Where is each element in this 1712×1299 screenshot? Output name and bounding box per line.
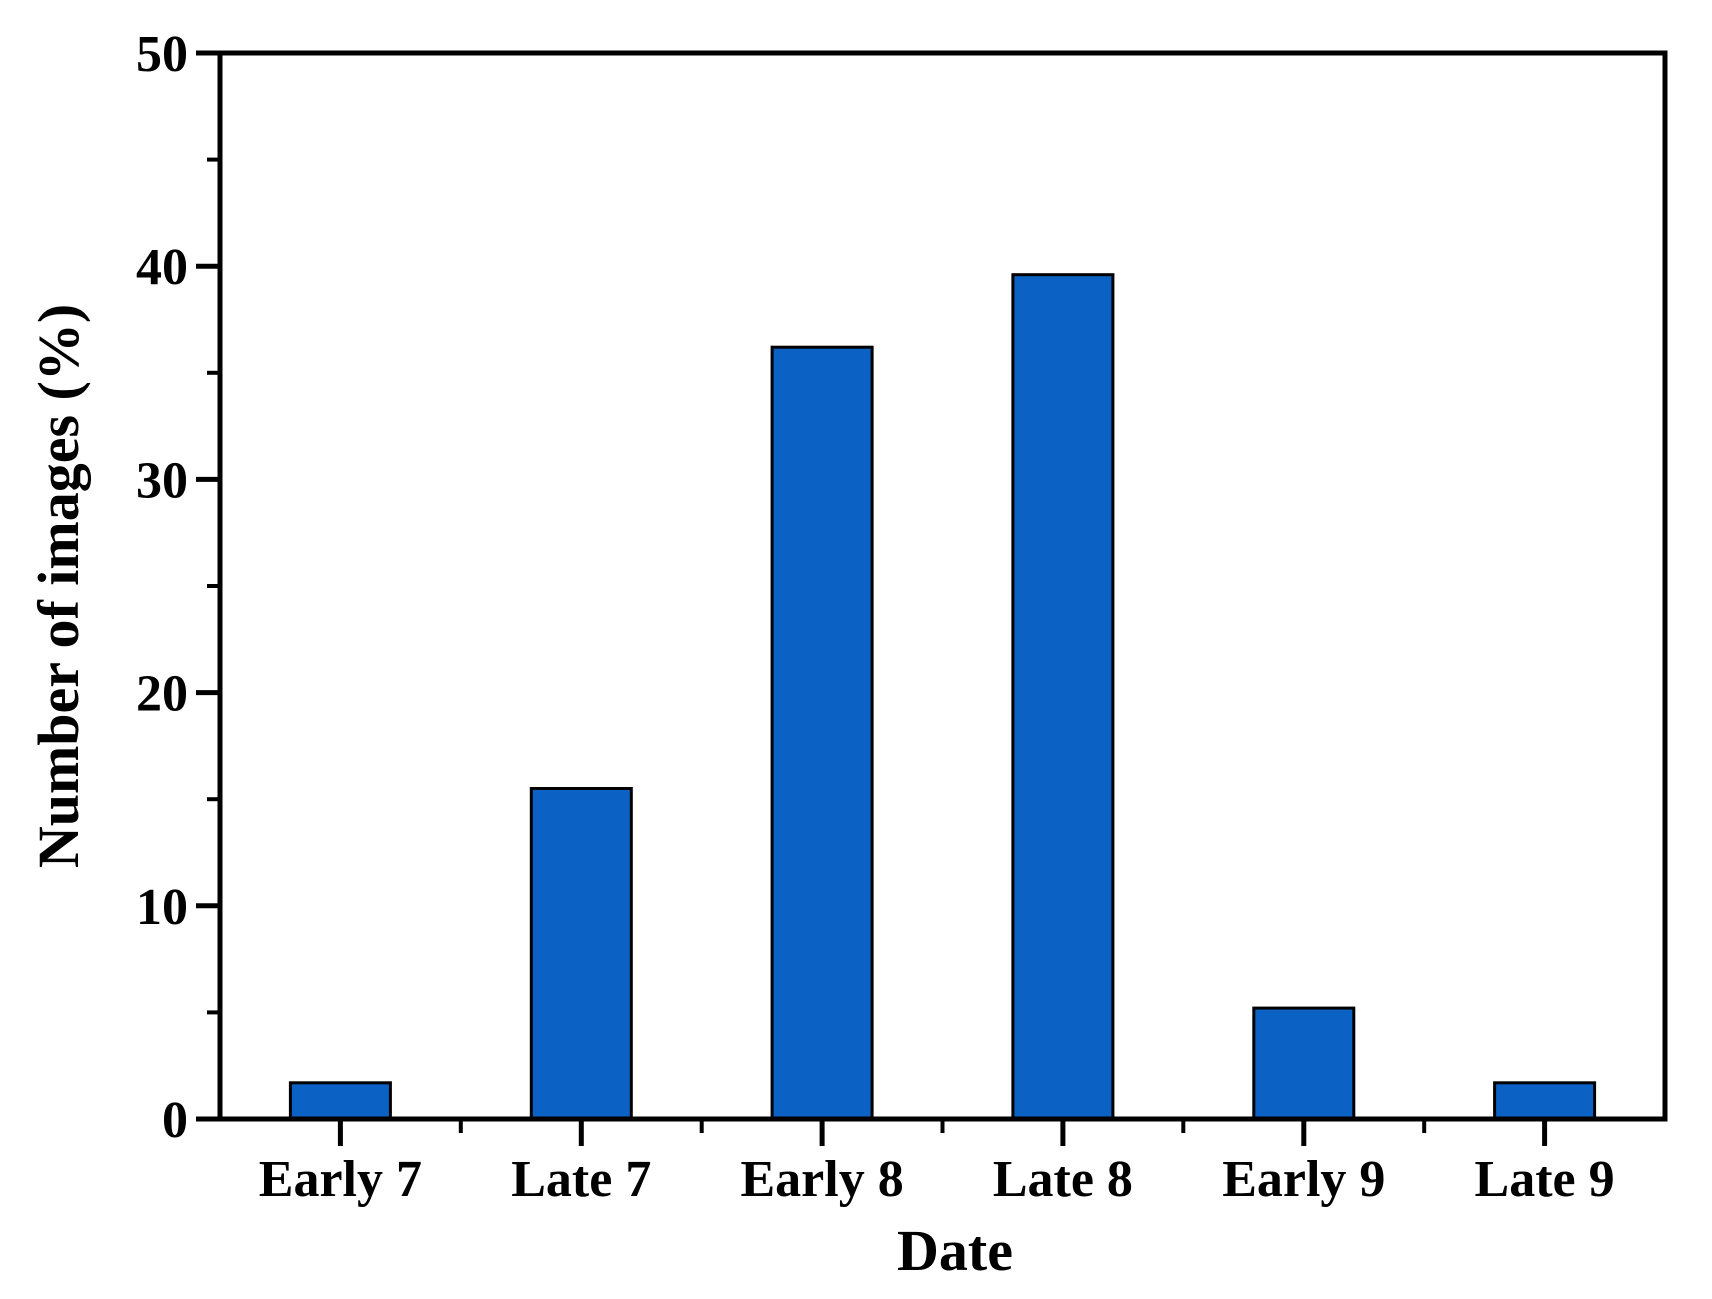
x-tick-label-late-8: Late 8 xyxy=(993,1151,1133,1208)
x-tick-label-early-9: Early 9 xyxy=(1222,1151,1385,1208)
y-tick-label-50: 50 xyxy=(136,26,188,83)
axis-frame xyxy=(217,50,1668,1122)
y-tick-label-10: 10 xyxy=(136,879,188,936)
tick-labels-group: 0 10 20 30 40 50 Early 7 Late 7 Early 8 Late 8 Ear… xyxy=(136,26,1615,1208)
x-tick-label-early-8: Early 8 xyxy=(740,1151,903,1208)
y-tick-label-30: 30 xyxy=(136,452,188,509)
bars-group xyxy=(288,273,1597,1121)
x-tick-label-late-9: Late 9 xyxy=(1475,1151,1615,1208)
bar-late-8 xyxy=(1011,273,1115,1121)
bar-early-9 xyxy=(1252,1006,1356,1121)
x-tick-label-early-7: Early 7 xyxy=(259,1151,422,1208)
plot-border xyxy=(217,50,1668,1122)
y-tick-label-40: 40 xyxy=(136,239,188,296)
y-axis-title: Number of images (%) xyxy=(26,304,91,868)
y-tick-label-20: 20 xyxy=(136,666,188,723)
bar-early-7 xyxy=(288,1081,392,1121)
x-tick-label-late-7: Late 7 xyxy=(511,1151,651,1208)
x-axis-title: Date xyxy=(897,1218,1013,1283)
y-tick-label-0: 0 xyxy=(162,1092,188,1149)
ticks-group xyxy=(196,50,1548,1146)
bar-late-9 xyxy=(1493,1081,1597,1121)
bar-late-7 xyxy=(529,787,633,1121)
bar-early-8 xyxy=(770,345,874,1121)
